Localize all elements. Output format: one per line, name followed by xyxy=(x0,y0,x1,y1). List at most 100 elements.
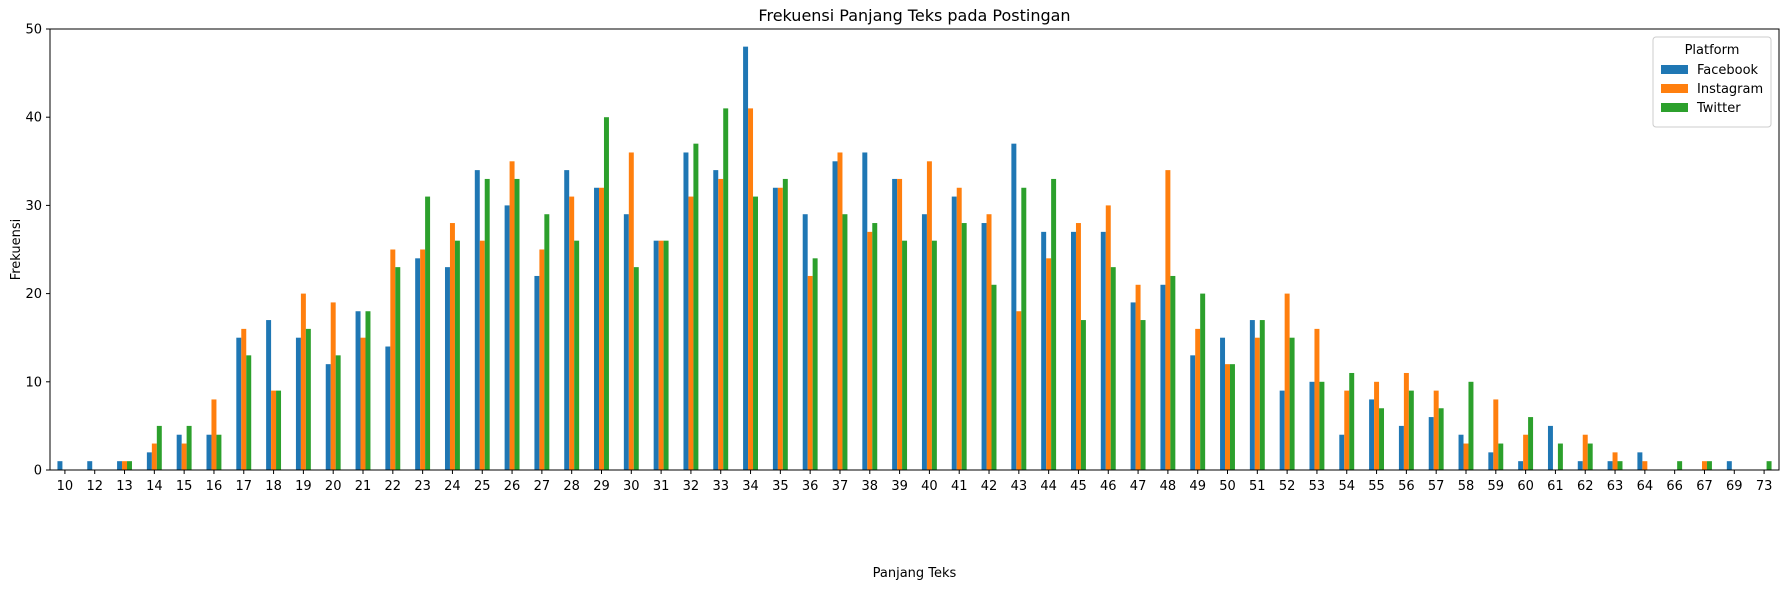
bar-instagram-21 xyxy=(360,337,366,470)
bar-twitter-33 xyxy=(723,108,729,470)
bar-facebook-59 xyxy=(1488,452,1494,470)
x-tick-label: 43 xyxy=(1011,479,1028,494)
bar-twitter-63 xyxy=(1617,461,1623,470)
bar-twitter-18 xyxy=(276,390,282,470)
bars-group xyxy=(57,46,1772,471)
x-tick-label: 37 xyxy=(832,479,849,494)
bar-instagram-26 xyxy=(509,161,515,471)
bar-twitter-49 xyxy=(1200,293,1206,470)
x-tick-label: 51 xyxy=(1249,479,1266,494)
bar-twitter-19 xyxy=(305,328,311,470)
bar-facebook-23 xyxy=(415,258,421,470)
x-tick-label: 52 xyxy=(1279,479,1296,494)
bar-facebook-18 xyxy=(266,320,272,470)
bar-instagram-27 xyxy=(539,249,545,470)
x-tick-label: 31 xyxy=(653,479,670,494)
bar-twitter-36 xyxy=(812,258,818,470)
bar-facebook-33 xyxy=(713,170,719,470)
bar-instagram-51 xyxy=(1254,337,1260,470)
bar-facebook-56 xyxy=(1398,425,1404,470)
x-tick-label: 73 xyxy=(1756,479,1773,494)
bar-facebook-42 xyxy=(981,223,987,470)
x-tick-label: 35 xyxy=(772,479,789,494)
x-tick-label: 60 xyxy=(1517,479,1534,494)
bar-twitter-32 xyxy=(693,143,699,470)
bar-twitter-73 xyxy=(1766,461,1772,470)
bar-twitter-50 xyxy=(1229,364,1235,470)
bar-twitter-37 xyxy=(842,214,848,470)
x-tick-label: 45 xyxy=(1070,479,1087,494)
bar-instagram-37 xyxy=(837,152,843,471)
bar-facebook-27 xyxy=(534,275,540,470)
bar-twitter-20 xyxy=(335,355,341,470)
bar-twitter-31 xyxy=(663,240,669,470)
bar-twitter-61 xyxy=(1557,443,1563,470)
bar-facebook-13 xyxy=(117,461,123,470)
bar-facebook-10 xyxy=(57,461,63,470)
bar-twitter-43 xyxy=(1021,187,1027,470)
legend-swatch-twitter xyxy=(1661,103,1688,112)
bar-twitter-57 xyxy=(1438,408,1444,470)
bar-facebook-31 xyxy=(653,240,659,470)
x-tick-label: 54 xyxy=(1338,479,1355,494)
bar-twitter-55 xyxy=(1379,408,1385,470)
bar-instagram-44 xyxy=(1046,258,1052,470)
x-tick-label: 29 xyxy=(593,479,610,494)
x-tick-label: 39 xyxy=(891,479,908,494)
bar-facebook-29 xyxy=(594,187,600,470)
bar-twitter-66 xyxy=(1677,461,1683,470)
bar-instagram-55 xyxy=(1374,381,1380,470)
bar-instagram-34 xyxy=(748,108,754,470)
bar-twitter-25 xyxy=(484,178,490,470)
bar-instagram-64 xyxy=(1642,461,1648,470)
bar-instagram-23 xyxy=(420,249,426,470)
x-tick-label: 67 xyxy=(1696,479,1713,494)
legend-label-facebook: Facebook xyxy=(1697,63,1759,78)
bar-facebook-14 xyxy=(146,452,152,470)
bar-instagram-15 xyxy=(181,443,187,470)
legend: Platform Facebook Instagram Twitter xyxy=(1652,36,1772,128)
bar-instagram-36 xyxy=(807,275,813,470)
bar-instagram-67 xyxy=(1701,461,1707,470)
x-tick-label: 64 xyxy=(1637,479,1654,494)
bar-facebook-16 xyxy=(206,434,212,470)
x-tick-label: 59 xyxy=(1488,479,1505,494)
x-tick-label: 34 xyxy=(742,479,759,494)
bar-twitter-60 xyxy=(1528,417,1534,470)
bar-facebook-20 xyxy=(325,364,331,470)
x-tick-label: 47 xyxy=(1130,479,1147,494)
y-axis: 0 10 20 30 40 50 xyxy=(25,23,50,479)
x-tick-label: 24 xyxy=(444,479,461,494)
x-tick-label: 28 xyxy=(563,479,580,494)
bar-instagram-54 xyxy=(1344,390,1350,470)
x-tick-label: 32 xyxy=(683,479,700,494)
bar-facebook-54 xyxy=(1339,434,1345,470)
bar-facebook-51 xyxy=(1249,320,1255,470)
x-tick-label: 57 xyxy=(1428,479,1445,494)
bar-twitter-41 xyxy=(961,223,967,470)
bar-instagram-14 xyxy=(151,443,157,470)
bar-twitter-35 xyxy=(782,178,788,470)
bar-twitter-17 xyxy=(246,355,252,470)
bar-twitter-13 xyxy=(127,461,132,470)
bar-facebook-17 xyxy=(236,337,242,470)
bar-twitter-67 xyxy=(1706,461,1712,470)
bar-twitter-21 xyxy=(365,311,371,470)
x-tick-label: 30 xyxy=(623,479,640,494)
bar-twitter-39 xyxy=(902,240,908,470)
bar-instagram-45 xyxy=(1075,223,1081,470)
x-tick-label: 36 xyxy=(802,479,819,494)
x-tick-label: 27 xyxy=(534,479,551,494)
legend-label-twitter: Twitter xyxy=(1696,101,1741,116)
bar-instagram-35 xyxy=(777,187,783,470)
bar-facebook-25 xyxy=(474,170,480,470)
bar-facebook-19 xyxy=(295,337,301,470)
bar-instagram-20 xyxy=(330,302,336,470)
x-tick-label: 14 xyxy=(146,479,163,494)
bar-twitter-14 xyxy=(156,425,162,470)
y-tick-label: 30 xyxy=(25,199,42,214)
bar-instagram-22 xyxy=(390,249,396,470)
x-tick-label: 46 xyxy=(1100,479,1117,494)
bar-instagram-29 xyxy=(599,187,604,470)
